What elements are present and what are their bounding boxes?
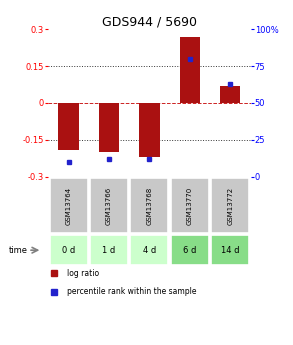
Bar <box>220 86 240 103</box>
Text: GSM13768: GSM13768 <box>146 186 152 225</box>
Text: GSM13764: GSM13764 <box>66 186 71 225</box>
Title: GDS944 / 5690: GDS944 / 5690 <box>102 15 197 28</box>
Bar <box>99 103 119 152</box>
Text: GSM13766: GSM13766 <box>106 186 112 225</box>
Bar <box>130 235 168 265</box>
Bar <box>58 103 79 150</box>
Bar <box>139 103 159 157</box>
Text: GSM13770: GSM13770 <box>187 186 193 225</box>
Bar <box>211 235 249 265</box>
Text: 14 d: 14 d <box>221 246 240 255</box>
Bar <box>130 178 168 233</box>
Bar <box>171 235 209 265</box>
Bar <box>50 235 88 265</box>
Text: 4 d: 4 d <box>143 246 156 255</box>
Text: 1 d: 1 d <box>102 246 116 255</box>
Bar <box>171 178 209 233</box>
Bar <box>90 178 128 233</box>
Bar <box>90 235 128 265</box>
Text: log ratio: log ratio <box>67 269 99 278</box>
Bar <box>211 178 249 233</box>
Bar <box>50 178 88 233</box>
Text: percentile rank within the sample: percentile rank within the sample <box>67 287 196 296</box>
Text: GSM13772: GSM13772 <box>227 186 233 225</box>
Text: 0 d: 0 d <box>62 246 75 255</box>
Text: time: time <box>9 246 28 255</box>
Text: 6 d: 6 d <box>183 246 197 255</box>
Bar <box>180 37 200 103</box>
